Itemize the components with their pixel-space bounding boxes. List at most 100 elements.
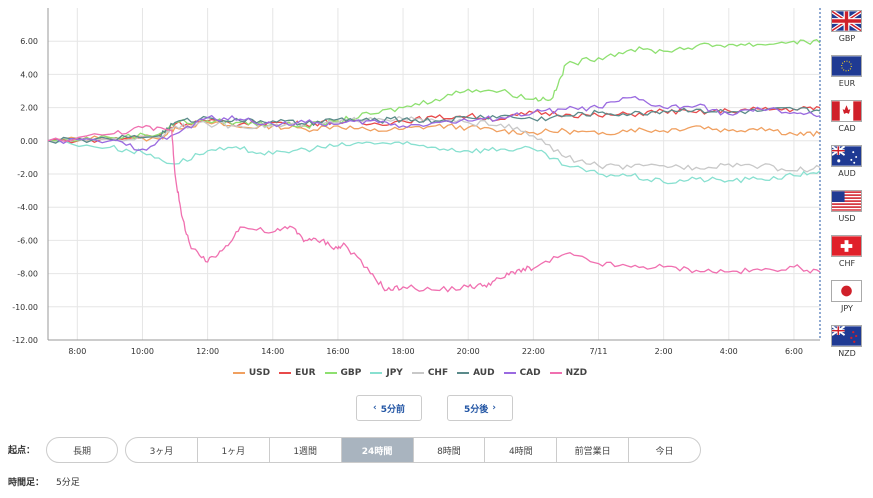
y-tick-label: 6.00 [20,37,38,46]
legend-item-gbp[interactable]: GBP [324,368,362,378]
x-tick-label: 8:00 [68,347,86,356]
chart-tick-labels: 6.00 4.00 2.00 0.00 -2.00 -4.00 -6.00 -8.00 -10.… [12,37,803,356]
flag-label: NZD [838,349,856,358]
x-tick-label: 14:00 [261,347,284,356]
range-option[interactable]: 前営業日 [557,438,630,462]
canada-flag-icon [831,100,862,122]
y-tick-label: -6.00 [17,236,38,245]
legend-label: CAD [519,368,541,378]
flag-usd[interactable]: USD [831,190,863,223]
us-flag-icon [831,190,862,212]
legend-label: AUD [473,368,495,378]
chevron-right-icon: › [492,403,496,413]
uk-flag-icon [831,10,862,32]
series-line-nzd [47,124,821,293]
y-tick-label: -12.00 [12,336,38,345]
interval-label: 時間足： [8,478,45,488]
legend-swatch [411,372,424,374]
range-option[interactable]: 8時間 [414,438,486,462]
x-tick-label: 6:00 [785,347,803,356]
flag-gbp[interactable]: GBP [831,10,863,43]
range-option[interactable]: 1週間 [270,438,342,462]
y-tick-label: 0.00 [20,137,38,146]
legend-item-chf[interactable]: CHF [411,368,449,378]
legend-item-jpy[interactable]: JPY [370,368,403,378]
legend-item-usd[interactable]: USD [232,368,271,378]
australia-flag-icon [831,145,862,167]
range-option[interactable]: 1ヶ月 [198,438,270,462]
flag-aud[interactable]: AUD [831,145,863,178]
new-zealand-flag-icon [831,325,862,347]
range-option[interactable]: 4時間 [485,438,558,462]
flag-label: GBP [838,34,856,43]
flag-jpy[interactable]: JPY [831,280,863,313]
eu-flag-icon [831,55,862,77]
chart-grid [48,8,820,341]
start-point-label: 起点： [8,446,36,456]
chevron-left-icon: ‹ [373,403,377,413]
x-tick-label: 2:00 [655,347,673,356]
x-tick-label: 12:00 [196,347,219,356]
series-line-cad [47,95,821,151]
flag-eur[interactable]: EUR [831,55,863,88]
legend-swatch [279,372,292,374]
y-tick-label: -8.00 [17,270,38,279]
range-option[interactable]: 今日 [655,446,674,457]
x-tick-label: 18:00 [392,347,415,356]
flag-label: CHF [838,259,856,268]
long-term-button[interactable]: 長期 [46,437,118,463]
currency-strength-chart: 6.00 4.00 2.00 0.00 -2.00 -4.00 -6.00 -8.00 -10.… [12,8,821,356]
y-tick-label: 4.00 [20,70,38,79]
flag-label: CAD [838,124,856,133]
legend-item-cad[interactable]: CAD [503,368,541,378]
flag-label: EUR [838,79,856,88]
next-5min-button[interactable]: 5分後 › [447,395,513,421]
flag-chf[interactable]: CHF [831,235,863,268]
y-tick-label: -4.00 [17,203,38,212]
legend-swatch [324,372,337,374]
x-tick-label: 16:00 [326,347,349,356]
legend-swatch [232,372,245,374]
prev-label: 5分前 [380,404,405,415]
range-option[interactable]: 3ヶ月 [126,438,198,462]
swiss-flag-icon [831,235,862,257]
range-selector: 3ヶ月 1ヶ月 1週間 24時間 8時間 4時間 前営業日 今日 [125,437,701,463]
y-tick-label: -2.00 [17,170,38,179]
flag-label: JPY [841,304,853,313]
chart-axes [47,8,821,341]
legend-swatch [503,372,516,374]
flag-label: AUD [838,169,856,178]
interval-value: 5分足 [56,478,80,488]
x-tick-label: 22:00 [522,347,545,356]
legend-item-nzd[interactable]: NZD [549,368,588,378]
series-line-chf [47,115,821,173]
series-line-jpy [47,139,821,185]
next-label: 5分後 [464,404,489,415]
x-tick-label: 7/11 [590,347,608,356]
flag-nzd[interactable]: NZD [831,325,863,358]
legend-label: NZD [565,368,588,378]
legend-item-aud[interactable]: AUD [457,368,495,378]
range-option[interactable]: 24時間 [341,438,414,462]
prev-5min-button[interactable]: ‹ 5分前 [356,395,422,421]
series-line-aud [47,106,821,144]
legend-item-eur[interactable]: EUR [279,368,316,378]
x-tick-label: 4:00 [720,347,738,356]
x-tick-label: 10:00 [131,347,154,356]
legend-label: JPY [386,368,403,378]
legend-label: CHF [427,368,449,378]
y-tick-label: 2.00 [20,104,38,113]
legend-label: EUR [295,368,316,378]
legend-swatch [457,372,470,374]
chart-series [47,38,821,293]
x-tick-label: 20:00 [457,347,480,356]
series-line-gbp [47,38,821,142]
legend-swatch [370,372,383,374]
flag-cad[interactable]: CAD [831,100,863,133]
y-tick-label: -10.00 [12,303,38,312]
chart-legend: USD EUR GBP JPY CHF AUD CAD NZD [0,368,820,378]
japan-flag-icon [831,280,862,302]
flag-label: USD [838,214,856,223]
legend-label: USD [248,368,271,378]
legend-label: GBP [340,368,362,378]
